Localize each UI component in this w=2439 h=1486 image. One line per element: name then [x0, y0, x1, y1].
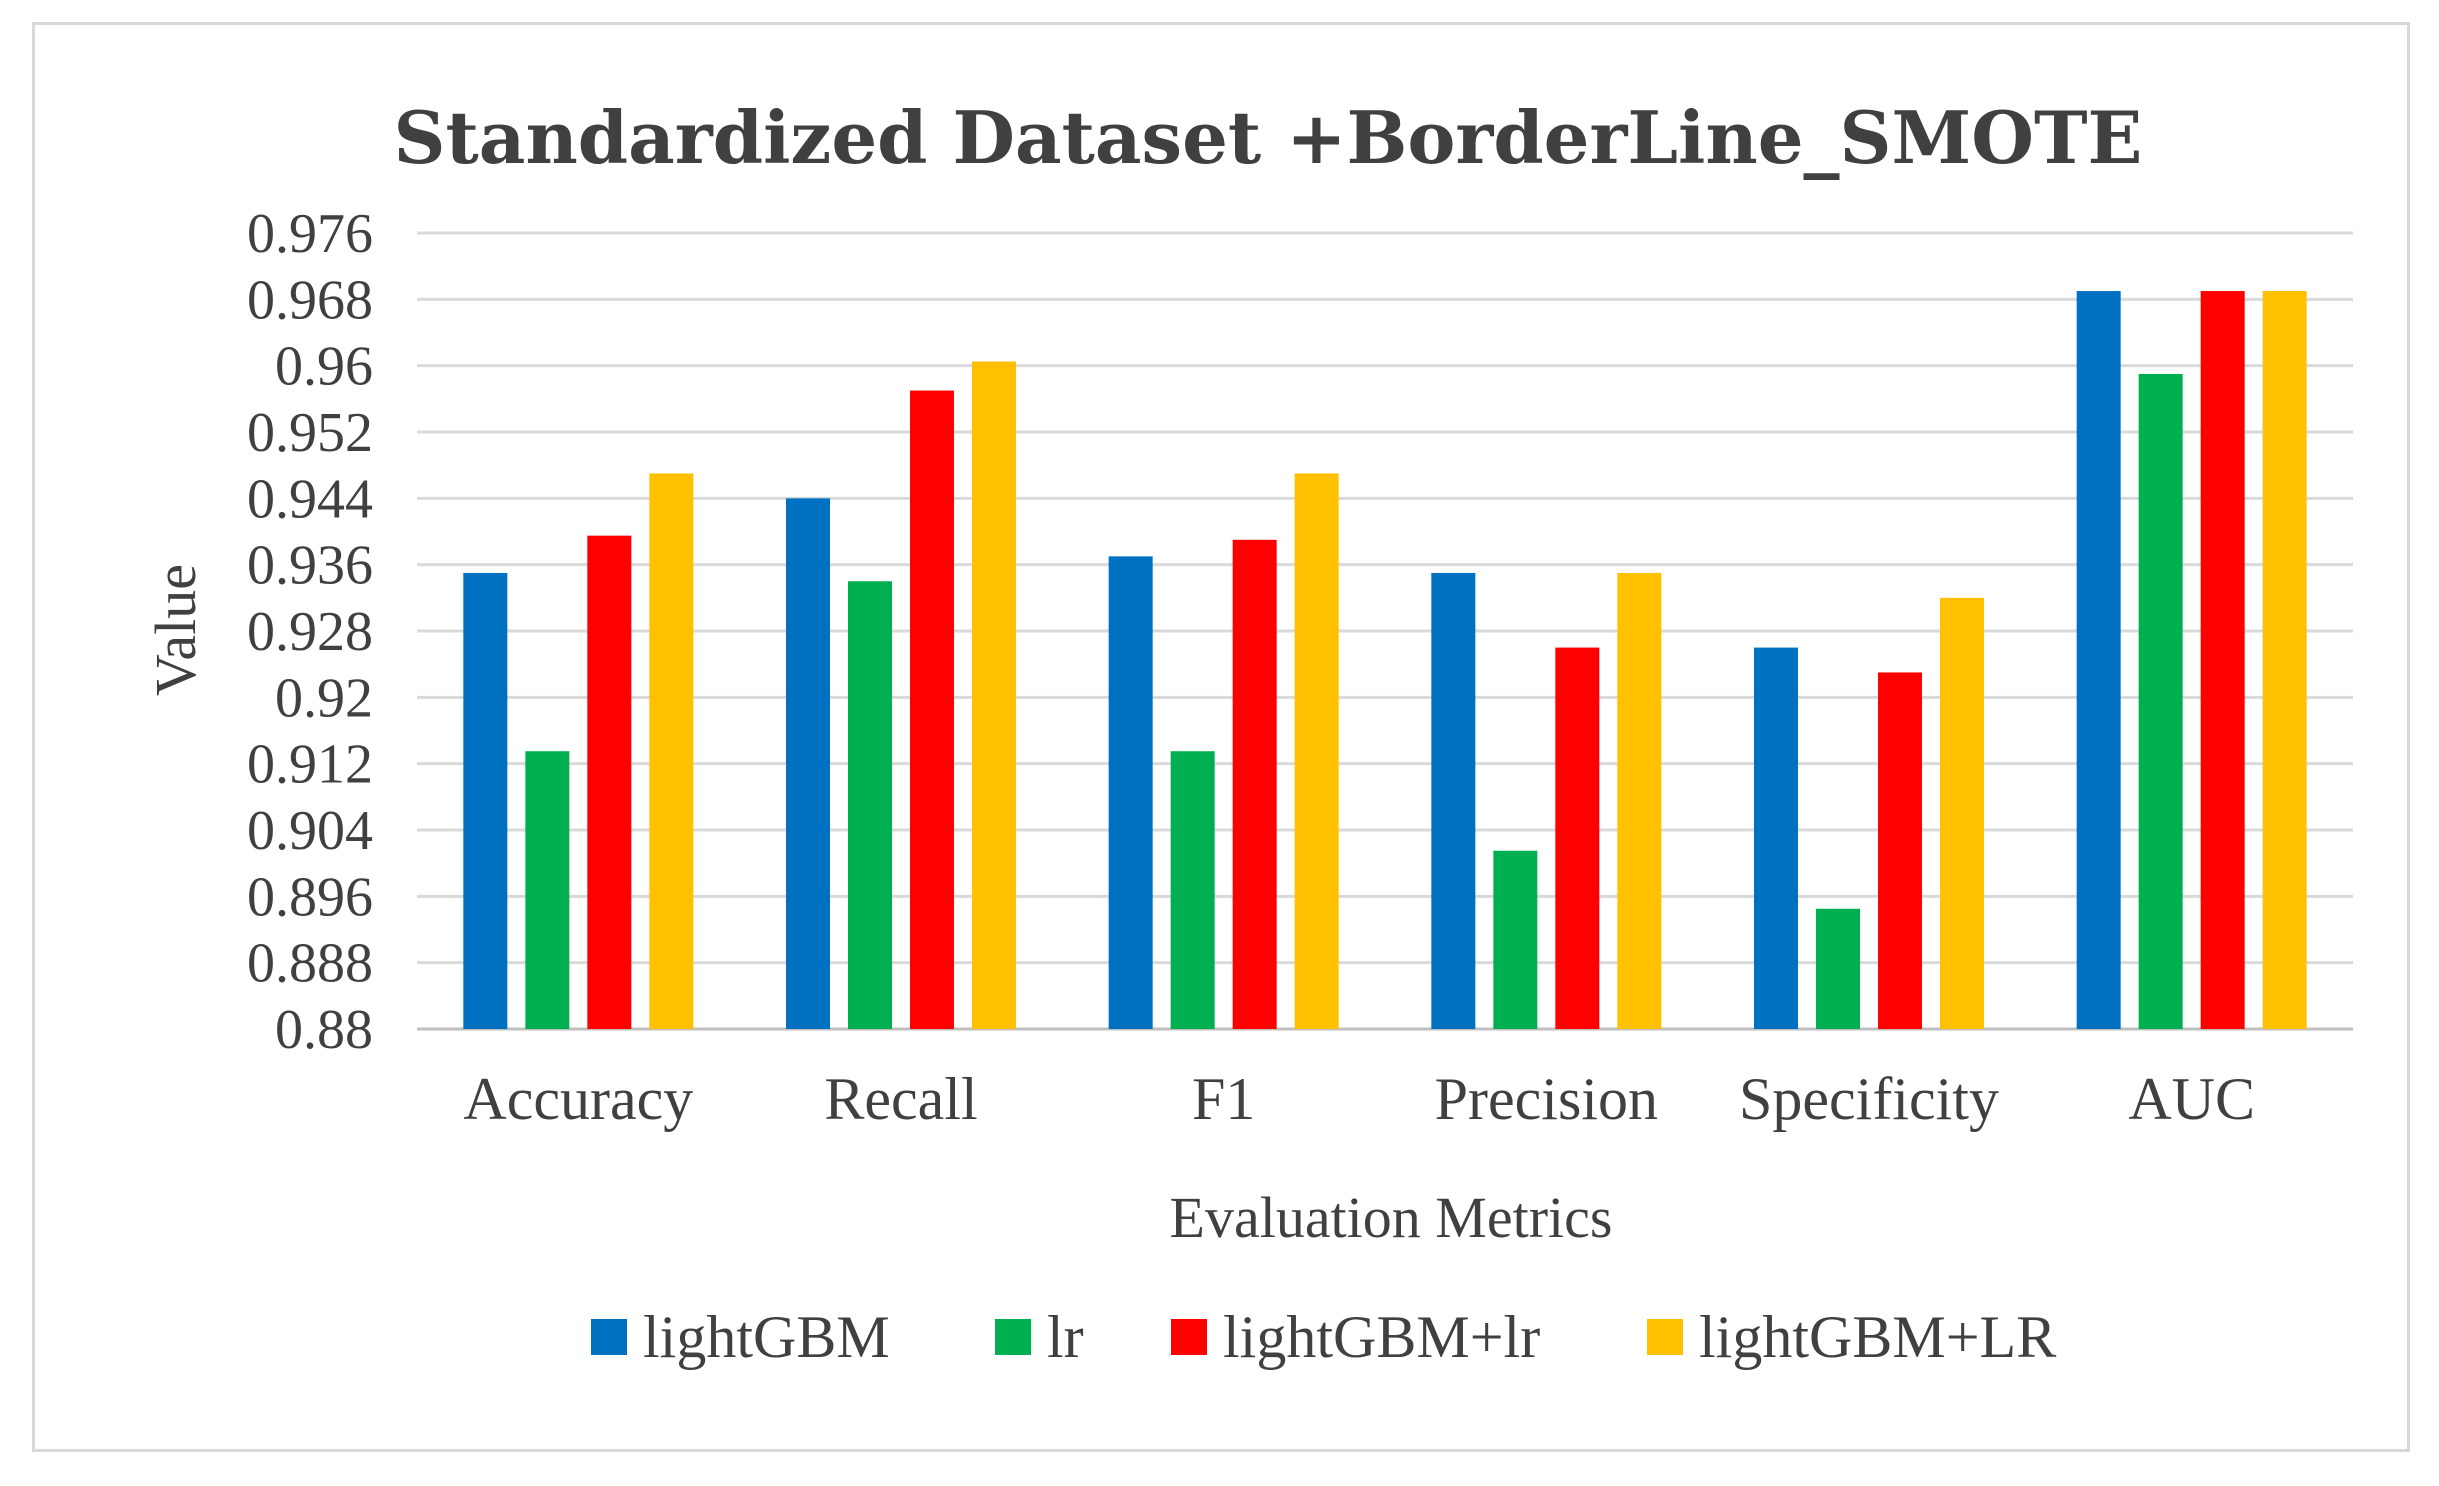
- bar-lr-f1: [1170, 751, 1215, 1029]
- bar-lightgbm-lr-f1: [1294, 473, 1339, 1029]
- legend-label: lightGBM: [643, 1304, 890, 1370]
- bar-lr-recall: [848, 581, 892, 1029]
- bar-lightgbm-auc: [2076, 291, 2121, 1030]
- y-tick-label: 0.944: [247, 468, 373, 530]
- chart-frame: Standardized Dataset +BorderLine_SMOTE 0…: [32, 22, 2410, 1452]
- bar-lightgbm-lr-specificity: [1940, 597, 1984, 1029]
- y-tick-label: 0.968: [247, 269, 373, 331]
- y-tick-label: 0.976: [247, 203, 373, 265]
- bar-lightgbm-lr-precision: [1555, 647, 1600, 1029]
- y-tick-label: 0.952: [247, 402, 373, 464]
- bar-lightgbm-lr-f1: [1232, 539, 1277, 1029]
- x-category-label: Specificity: [1739, 1066, 1999, 1132]
- bar-lightgbm-lr-accuracy: [587, 535, 632, 1029]
- y-tick-label: 0.896: [247, 866, 373, 928]
- bar-lightgbm-lr-accuracy: [649, 473, 694, 1029]
- x-axis-title: Evaluation Metrics: [1170, 1185, 1613, 1250]
- bar-lightgbm-lr-recall: [910, 390, 954, 1030]
- legend-swatch: [995, 1319, 1031, 1355]
- bar-lightgbm-lr-recall: [972, 361, 1016, 1029]
- bars: [463, 291, 2307, 1030]
- bar-chart: Standardized Dataset +BorderLine_SMOTE 0…: [143, 95, 2353, 1370]
- x-category-label: Precision: [1435, 1066, 1658, 1132]
- bar-lr-specificity: [1816, 908, 1860, 1029]
- x-category-label: F1: [1192, 1066, 1255, 1132]
- legend-swatch: [1647, 1319, 1683, 1355]
- legend-swatch: [1171, 1319, 1207, 1355]
- y-tick-label: 0.912: [247, 734, 373, 796]
- legend-label: lr: [1047, 1304, 1084, 1370]
- legend-label: lightGBM+lr: [1223, 1304, 1540, 1370]
- y-tick-label: 0.88: [275, 999, 373, 1061]
- y-tick-label: 0.888: [247, 933, 373, 995]
- y-tick-label: 0.904: [247, 800, 373, 862]
- x-category-label: Accuracy: [463, 1066, 693, 1132]
- y-tick-label: 0.96: [275, 336, 373, 398]
- bar-lightgbm-specificity: [1754, 647, 1798, 1029]
- bar-lightgbm-lr-auc: [2262, 291, 2307, 1030]
- legend: lightGBM lr lightGBM+lr lightGBM+LR: [591, 1304, 2056, 1370]
- y-axis-ticks: 0.9760.9680.960.9520.9440.9360.9280.920.…: [247, 203, 373, 1061]
- legend-label: lightGBM+LR: [1699, 1304, 2056, 1370]
- gridlines: [417, 231, 2353, 1031]
- legend-swatch: [591, 1319, 627, 1355]
- bar-lightgbm-lr-specificity: [1878, 672, 1922, 1029]
- bar-lightgbm-lr-precision: [1617, 572, 1662, 1029]
- y-tick-label: 0.928: [247, 601, 373, 663]
- bar-lr-auc: [2138, 373, 2183, 1029]
- bar-lightgbm-lr-auc: [2200, 291, 2245, 1030]
- y-axis-title: Value: [143, 564, 208, 696]
- bar-lr-precision: [1493, 850, 1538, 1029]
- x-category-label: AUC: [2128, 1066, 2255, 1132]
- bar-lightgbm-precision: [1431, 572, 1476, 1029]
- bar-lightgbm-recall: [786, 498, 830, 1029]
- y-tick-label: 0.936: [247, 535, 373, 597]
- bar-lr-accuracy: [525, 751, 570, 1029]
- x-category-label: Recall: [824, 1066, 977, 1132]
- bar-lightgbm-accuracy: [463, 572, 508, 1029]
- chart-title: Standardized Dataset +BorderLine_SMOTE: [394, 95, 2143, 180]
- x-axis-categories: Accuracy Recall F1 Precision Specificity AUC: [463, 1066, 2255, 1132]
- bar-lightgbm-f1: [1108, 556, 1153, 1029]
- y-tick-label: 0.92: [275, 667, 373, 729]
